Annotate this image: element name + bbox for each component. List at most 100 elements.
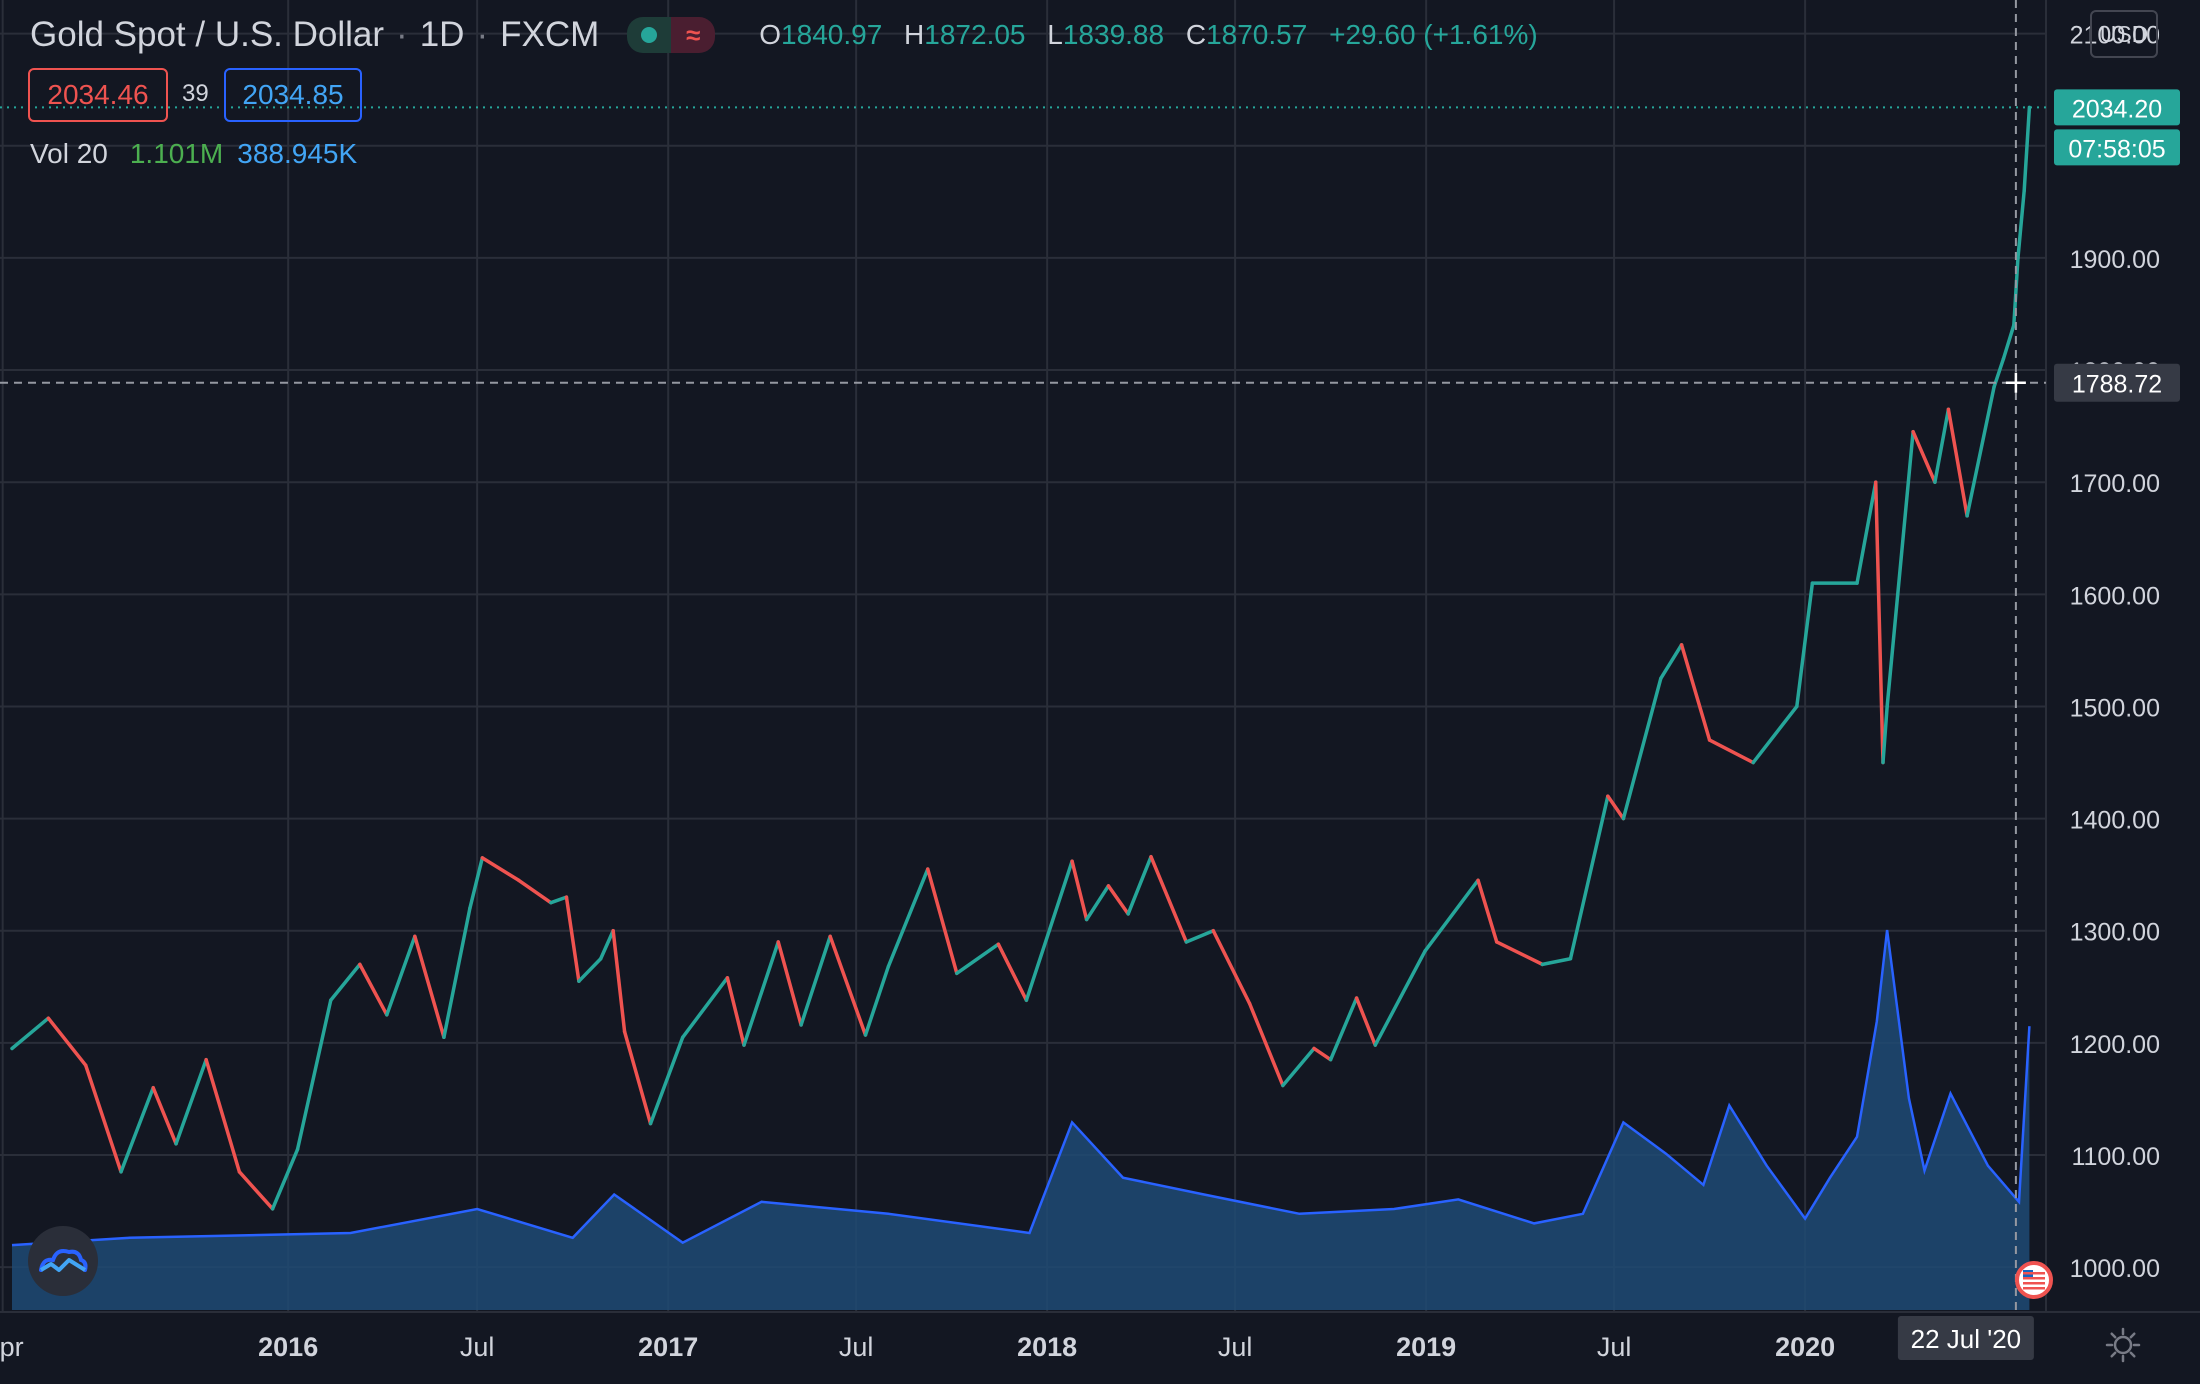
price-segment (1211, 928, 1252, 1006)
countdown-label: 07:58:05 (2068, 135, 2165, 163)
price-segment (174, 1057, 208, 1146)
price-tick-label: 1700.00 (2070, 470, 2160, 498)
time-tick-label: Jul (1218, 1332, 1253, 1362)
price-segment (295, 998, 333, 1152)
open-value: 1840.97 (781, 19, 883, 50)
interval-label[interactable]: 1D (419, 15, 465, 54)
price-segment (622, 1029, 653, 1126)
price-segment (1476, 878, 1499, 944)
price-segment (799, 934, 832, 1027)
low-key: L (1047, 19, 1063, 50)
price-tick-label: 1300.00 (2070, 919, 2160, 947)
low-value: 1839.88 (1062, 19, 1165, 50)
price-segment (2022, 105, 2032, 193)
close-key: C (1185, 19, 1207, 50)
countdown-tag (2054, 129, 2180, 166)
gear-icon[interactable] (2104, 1326, 2142, 1364)
crosshair-date-label: 22 Jul '20 (1911, 1324, 2022, 1354)
price-segment (996, 942, 1029, 1003)
symbol-name[interactable]: Gold Spot / U.S. Dollar (30, 15, 385, 54)
price-series (10, 105, 2032, 1211)
price-segment (1855, 480, 1878, 585)
price-segment (549, 895, 569, 905)
price-segment (1933, 407, 1951, 484)
price-segment (1149, 854, 1189, 944)
price-tick-label: 1000.00 (2070, 1255, 2160, 1283)
crosshair-date-tag (1897, 1316, 2034, 1360)
volume-area-fill (12, 930, 2030, 1310)
price-tick-label: 1400.00 (2070, 807, 2160, 835)
price-segment (1911, 429, 1937, 484)
open-key: O (759, 19, 782, 50)
dot-icon[interactable] (627, 17, 672, 53)
price-tick-label: 1900.00 (2070, 246, 2160, 274)
us-flag-stripe (2023, 1277, 2045, 1280)
price-segment (1024, 859, 1074, 1003)
time-tick-label: Jul (460, 1332, 495, 1362)
price-segment (358, 962, 389, 1017)
price-segment (1494, 940, 1545, 967)
cloud-icon[interactable] (28, 1226, 98, 1296)
time-tick-label: 2020 (1775, 1332, 1835, 1362)
wave-icon[interactable]: ≈ (671, 17, 716, 53)
price-segment (725, 976, 746, 1047)
price-segment (1795, 581, 1815, 709)
price-segment (1679, 643, 1712, 742)
cloud-icon-glyph (39, 1249, 88, 1272)
exchange-label: FXCM (500, 15, 600, 54)
price-segment (46, 1016, 88, 1068)
time-axis: Apr 2016 Jul 2017 Jul 2018 Jul 2019 Jul 2020 (0, 1332, 1835, 1362)
price-segment (1873, 480, 1885, 765)
currency-button[interactable]: USD (2090, 10, 2158, 58)
price-segment (1247, 1001, 1285, 1088)
chart-grid (0, 0, 2046, 1312)
volume-legend[interactable]: Vol 20 1.101M 388.945K (30, 138, 357, 170)
price-segment (270, 1147, 300, 1211)
buy-button[interactable]: 2034.85 (224, 68, 362, 122)
time-tick-label: 2016 (258, 1332, 318, 1362)
price-segment (1946, 407, 1969, 518)
sell-button[interactable]: 2034.46 (28, 68, 168, 122)
last-price-tag (2054, 89, 2180, 126)
price-tick-label: 2100.00 (2070, 22, 2160, 50)
price-segment (10, 1016, 51, 1051)
price-segment (742, 940, 781, 1047)
time-tick-label: Apr (0, 1332, 24, 1362)
price-segment (648, 1035, 685, 1126)
price-segment (776, 940, 803, 1027)
separator-dot: · (396, 15, 408, 54)
symbol-header: Gold Spot / U.S. Dollar · 1D · FXCM ≈ O1… (30, 10, 1538, 60)
price-segment (1707, 738, 1755, 765)
price-segment (1423, 878, 1480, 953)
price-segment (1312, 1046, 1333, 1062)
price-segment (598, 928, 615, 961)
time-tick-label: 2019 (1396, 1332, 1456, 1362)
price-segment (2016, 188, 2026, 260)
price-segment (1328, 996, 1359, 1062)
price-segment (926, 867, 959, 976)
price-segment (442, 906, 472, 1040)
volume-ma-value: 388.945K (237, 138, 358, 169)
price-segment (1606, 794, 1626, 821)
price-segment (480, 856, 521, 883)
price-segment (828, 934, 868, 1037)
close-value: 1870.57 (1206, 19, 1308, 50)
time-tick-label: Jul (1597, 1332, 1632, 1362)
price-segment (577, 957, 603, 983)
price-tick-label: 1200.00 (2070, 1031, 2160, 1059)
price-segment (204, 1057, 242, 1174)
price-tick-label: 1100.00 (2071, 1143, 2160, 1171)
us-flag-stripe (2023, 1272, 2045, 1275)
last-price-label: 2034.20 (2072, 95, 2162, 123)
price-segment (413, 934, 446, 1040)
price-segment (1568, 794, 1610, 961)
crosshair-overlay: 2034.20 07:58:05 1788.72 22 Jul '20 (0, 0, 2180, 1360)
time-tick-label: 2017 (638, 1332, 698, 1362)
price-segment (1070, 859, 1089, 922)
price-segment (1184, 928, 1216, 944)
price-tick-label: 1500.00 (2070, 694, 2160, 722)
price-segment (2012, 256, 2020, 327)
price-segment (2001, 323, 2016, 361)
price-segment (1659, 643, 1684, 681)
